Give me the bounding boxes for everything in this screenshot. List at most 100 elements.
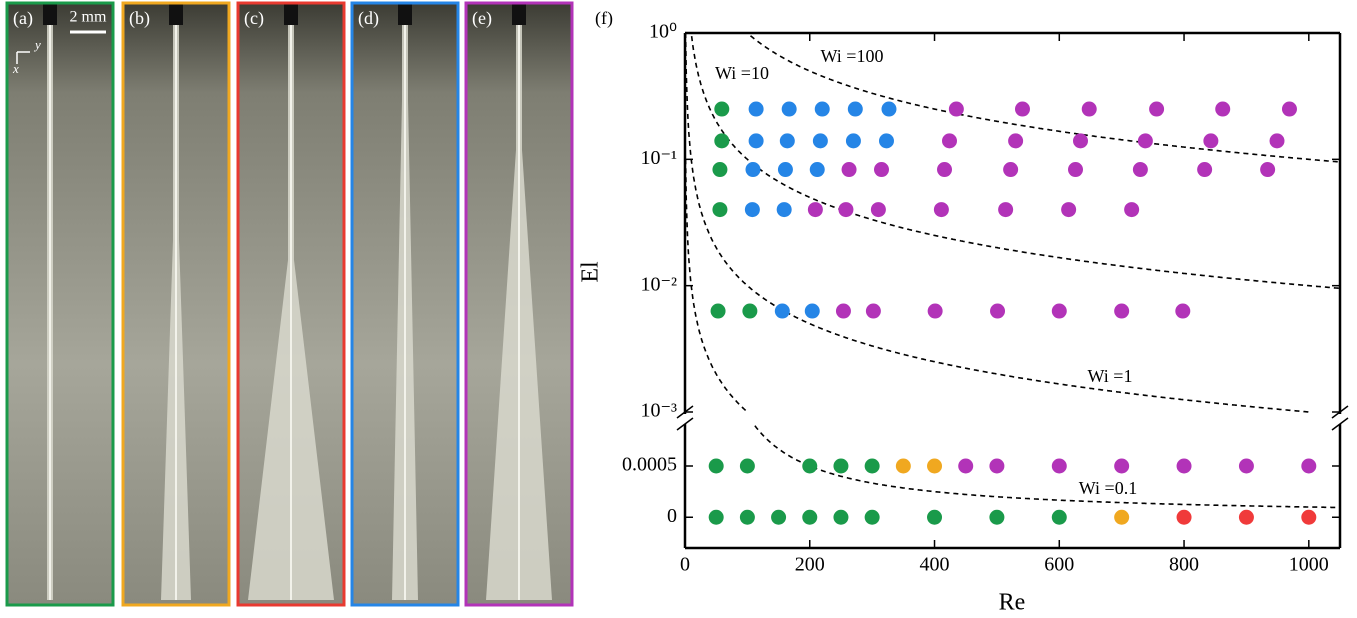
wi-curve (685, 33, 1309, 413)
data-point (714, 101, 730, 117)
data-point (814, 101, 830, 117)
data-point (881, 101, 897, 117)
axis-glyph-y: y (33, 37, 41, 52)
data-point (1175, 303, 1191, 319)
data-point (958, 458, 974, 474)
data-point (1114, 458, 1130, 474)
panel-label: (a) (13, 8, 33, 29)
y-tick-label: 10⁻¹ (640, 147, 677, 169)
panel-label: (d) (358, 8, 379, 29)
data-point (874, 162, 889, 178)
nozzle (169, 3, 183, 25)
data-point (1281, 101, 1297, 117)
data-point (878, 133, 894, 149)
data-point (864, 458, 880, 474)
data-point (927, 303, 943, 319)
data-point (847, 101, 863, 117)
data-point (941, 133, 957, 149)
data-point (870, 202, 886, 218)
x-tick-label: 200 (795, 554, 825, 576)
y-tick-label: 0.0005 (622, 454, 677, 476)
panel-border (5, 1, 115, 607)
data-point (812, 133, 828, 149)
y-tick-label: 0 (667, 505, 677, 527)
data-point (748, 133, 764, 149)
x-tick-label: 600 (1044, 554, 1074, 576)
panel-border (121, 1, 231, 607)
data-point (998, 202, 1014, 218)
data-point (802, 458, 818, 474)
data-point (779, 133, 795, 149)
data-point (865, 303, 881, 319)
panel-border (236, 1, 346, 607)
data-point (804, 303, 820, 319)
data-point (933, 202, 949, 218)
panel-label: (e) (472, 8, 492, 29)
panel-label: (b) (129, 8, 150, 29)
data-point (833, 509, 849, 525)
data-point (1003, 162, 1019, 178)
y-tick-label: 10⁻³ (640, 400, 677, 422)
data-point (745, 162, 761, 178)
axis-break (676, 417, 694, 431)
data-point (835, 303, 851, 319)
axis-glyph-x: x (12, 61, 19, 76)
wi-curve (754, 425, 1340, 509)
curve-label: Wi =100 (821, 46, 884, 66)
data-point (1081, 101, 1097, 117)
nozzle (284, 3, 298, 25)
data-point (1301, 509, 1317, 525)
data-point (864, 509, 880, 525)
data-point (776, 202, 792, 218)
data-point (1114, 509, 1130, 525)
data-point (1051, 303, 1067, 319)
data-point (1176, 509, 1192, 525)
panel-border (464, 1, 574, 607)
x-tick-label: 0 (680, 554, 690, 576)
data-point (1072, 133, 1088, 149)
scale-bar-label: 2 mm (70, 9, 107, 26)
data-point (1061, 202, 1077, 218)
data-point (841, 162, 857, 178)
panel-label: (c) (244, 8, 264, 29)
curve-label: Wi =0.1 (1079, 478, 1137, 498)
data-point (739, 509, 755, 525)
data-point (845, 133, 861, 149)
y-tick-label: 10⁻² (640, 273, 677, 295)
data-point (990, 303, 1006, 319)
data-point (937, 162, 953, 178)
x-tick-label: 400 (920, 554, 950, 576)
data-point (948, 101, 964, 117)
data-point (748, 101, 764, 117)
x-tick-label: 800 (1169, 554, 1199, 576)
data-point (742, 303, 758, 319)
data-point (1203, 133, 1219, 149)
data-point (809, 162, 825, 178)
data-point (781, 101, 797, 117)
y-axis-label: El (578, 261, 604, 283)
data-point (1176, 458, 1192, 474)
data-point (989, 509, 1005, 525)
data-point (1051, 509, 1067, 525)
data-point (1238, 458, 1254, 474)
nozzle (43, 3, 57, 25)
panel-border (350, 1, 460, 607)
data-point (1269, 133, 1285, 149)
nozzle (512, 3, 526, 25)
data-point (777, 162, 793, 178)
data-point (714, 133, 730, 149)
data-point (807, 202, 823, 218)
wi-curve (685, 159, 748, 413)
panel-label: (f) (595, 8, 613, 29)
data-point (927, 458, 943, 474)
data-point (739, 458, 755, 474)
data-point (744, 202, 760, 218)
data-point (710, 303, 726, 319)
x-tick-label: 1000 (1289, 554, 1329, 576)
wi-curve (690, 33, 1340, 290)
nozzle (398, 3, 412, 25)
data-point (774, 303, 790, 319)
data-point (1014, 101, 1030, 117)
data-point (1197, 162, 1213, 178)
data-point (838, 202, 854, 218)
